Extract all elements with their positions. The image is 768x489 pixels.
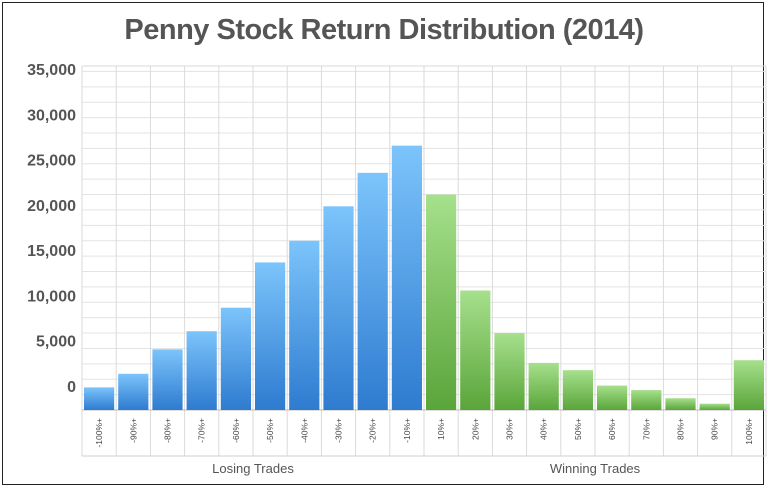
bar-1 — [118, 373, 149, 410]
x-tick-label-15: 60%+ — [607, 418, 617, 440]
x-axis-ticks: -100%+ -90%+ -80%+ -70%+ -60%+ -50%+ -40%+ -30%… — [94, 418, 754, 448]
x-tick-label-13: 40%+ — [539, 418, 549, 440]
x-tick-label-19: 100%+ — [744, 418, 754, 445]
x-tick-label-6: -40%+ — [299, 418, 309, 443]
bar-19 — [733, 360, 764, 410]
bar-13 — [528, 362, 559, 410]
y-tick-label-3: 15,000 — [27, 243, 76, 260]
group-labels: Losing Trades Winning Trades — [212, 461, 640, 476]
y-axis-ticks: 0 5,000 10,000 15,000 20,000 25,000 30,000 35,0… — [27, 62, 76, 396]
bar-16 — [631, 390, 662, 410]
x-tick-label-3: -70%+ — [197, 418, 207, 443]
x-tick-label-16: 70%+ — [641, 418, 651, 440]
x-tick-label-11: 20%+ — [470, 418, 480, 440]
bar-2 — [152, 349, 183, 410]
y-tick-label-0: 0 — [67, 379, 76, 396]
x-tick-label-17: 80%+ — [676, 418, 686, 440]
bar-18 — [699, 403, 730, 410]
bar-0 — [84, 387, 115, 410]
x-tick-label-8: -20%+ — [368, 418, 378, 443]
group-label-1: Winning Trades — [550, 461, 641, 476]
y-tick-label-7: 35,000 — [27, 62, 76, 79]
y-tick-label-1: 5,000 — [36, 334, 76, 351]
grid-lines — [81, 65, 767, 457]
x-tick-label-9: -10%+ — [402, 418, 412, 443]
x-tick-label-7: -30%+ — [334, 418, 344, 443]
y-tick-label-4: 20,000 — [27, 198, 76, 215]
bar-3 — [186, 331, 217, 410]
chart-title: Penny Stock Return Distribution (2014) — [124, 14, 644, 46]
y-tick-label-6: 30,000 — [27, 107, 76, 124]
bar-11 — [460, 290, 491, 410]
y-tick-label-2: 10,000 — [27, 288, 76, 305]
x-tick-label-14: 50%+ — [573, 418, 583, 440]
bar-6 — [289, 240, 320, 410]
bar-8 — [357, 172, 388, 410]
bar-9 — [391, 145, 422, 411]
bar-10 — [426, 194, 457, 410]
bar-17 — [665, 398, 696, 410]
bar-15 — [597, 385, 628, 410]
bars — [84, 145, 764, 411]
x-tick-label-2: -80%+ — [163, 418, 173, 443]
x-tick-label-18: 90%+ — [710, 418, 720, 440]
x-tick-label-1: -90%+ — [128, 418, 138, 443]
x-tick-label-4: -60%+ — [231, 418, 241, 443]
group-label-0: Losing Trades — [212, 461, 294, 476]
bar-14 — [562, 370, 593, 410]
bar-12 — [494, 333, 525, 410]
bar-7 — [323, 206, 354, 410]
x-tick-label-12: 30%+ — [505, 418, 515, 440]
bar-5 — [255, 262, 286, 410]
x-tick-label-5: -50%+ — [265, 418, 275, 443]
bar-4 — [220, 307, 251, 410]
x-tick-label-0: -100%+ — [94, 418, 104, 448]
y-tick-label-5: 25,000 — [27, 153, 76, 170]
x-tick-label-10: 10%+ — [436, 418, 446, 440]
